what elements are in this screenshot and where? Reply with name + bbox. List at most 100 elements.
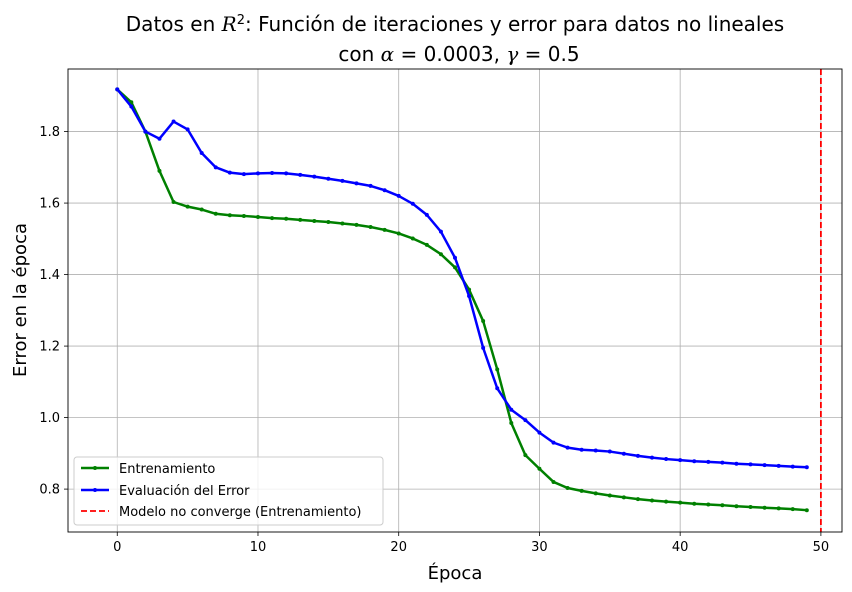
series-0-point-47: [776, 506, 781, 511]
series-1-point-13: [298, 172, 303, 177]
x-tick-label-20: 20: [390, 540, 407, 555]
series-0-point-10: [255, 215, 260, 220]
series-1-point-42: [706, 459, 711, 464]
series-0-point-42: [706, 502, 711, 507]
series-1-point-34: [593, 448, 598, 453]
series-0-point-32: [565, 486, 570, 491]
y-tick-label-4: 1.6: [39, 197, 60, 212]
series-1-point-43: [720, 460, 725, 465]
chart-title-line1: Datos en R2: Función de iteraciones y er…: [126, 12, 784, 36]
series-1-point-7: [213, 165, 218, 170]
series-1-point-4: [171, 119, 176, 124]
series-1-point-32: [565, 445, 570, 450]
series-0-point-13: [298, 217, 303, 222]
series-1-point-17: [354, 181, 359, 186]
legend-item-evaluacion: Evaluación del Error: [81, 484, 250, 499]
series-1-point-36: [621, 451, 626, 456]
series-0-point-29: [523, 453, 528, 458]
series-0-point-27: [495, 367, 500, 372]
series-1-point-18: [368, 183, 373, 188]
series-layer: [115, 69, 822, 532]
series-0-point-41: [692, 501, 697, 506]
series-1-point-8: [227, 170, 232, 175]
series-1-point-47: [776, 463, 781, 468]
series-0-point-9: [241, 213, 246, 218]
series-1-point-39: [664, 457, 669, 462]
x-tick-label-30: 30: [531, 540, 548, 555]
series-1-point-49: [804, 465, 809, 470]
series-0-point-33: [579, 488, 584, 493]
series-1-point-21: [410, 201, 415, 206]
legend-marker-entrenamiento: [93, 466, 97, 470]
x-tick-label-0: 0: [113, 540, 121, 555]
series-0-point-49: [804, 508, 809, 513]
series-0-point-36: [621, 495, 626, 500]
series-1-point-44: [734, 461, 739, 466]
series-1-point-0: [115, 87, 120, 92]
series-0-point-7: [213, 211, 218, 216]
series-0-point-24: [453, 265, 457, 270]
series-0-point-45: [748, 504, 753, 509]
series-0-point-15: [326, 220, 331, 225]
series-1-point-30: [537, 430, 542, 435]
series-1-point-29: [523, 418, 528, 423]
series-1-point-14: [312, 174, 317, 179]
x-tick-label-40: 40: [672, 540, 689, 555]
series-1-point-1: [129, 104, 134, 109]
series-0-point-5: [185, 204, 190, 209]
legend: Entrenamiento Evaluación del Error Model…: [73, 456, 384, 526]
series-1-point-40: [678, 458, 683, 463]
series-0-point-39: [664, 499, 669, 504]
series-0-point-14: [312, 218, 317, 223]
series-0-point-48: [790, 507, 795, 512]
series-0-point-44: [734, 504, 739, 509]
series-1-point-28: [509, 407, 514, 412]
series-0-point-28: [509, 420, 514, 425]
series-0-point-20: [396, 231, 401, 236]
y-tick-label-2: 1.2: [39, 340, 60, 355]
series-0-point-46: [762, 505, 767, 510]
series-0-point-31: [551, 479, 556, 484]
series-1-point-11: [270, 171, 275, 176]
series-1-point-16: [340, 178, 345, 183]
series-0-point-16: [340, 221, 345, 226]
series-1-point-2: [143, 129, 148, 134]
series-1-point-27: [495, 386, 500, 391]
legend-item-no-converge: Modelo no converge (Entrenamiento): [81, 505, 362, 520]
series-0-point-35: [607, 493, 612, 498]
series-0-point-22: [424, 242, 429, 247]
series-0-point-3: [157, 168, 162, 173]
series-0-point-43: [720, 503, 725, 508]
legend-label-no-converge: Modelo no converge (Entrenamiento): [119, 505, 362, 520]
series-1-point-23: [438, 229, 443, 234]
series-1-point-9: [241, 172, 246, 177]
series-1-point-38: [650, 455, 655, 460]
series-1-point-35: [607, 449, 612, 454]
legend-item-entrenamiento: Entrenamiento: [81, 462, 215, 477]
series-1-point-26: [481, 345, 486, 350]
series-1-point-48: [790, 464, 795, 469]
x-tick-label-10: 10: [250, 540, 267, 555]
series-1-point-37: [635, 453, 640, 458]
y-axis-label: Error en la época: [10, 223, 31, 377]
series-1-point-41: [692, 459, 697, 464]
series-0-point-37: [635, 497, 640, 502]
chart-title-line2: con α = 0.0003, γ = 0.5: [338, 42, 579, 66]
series-1-point-31: [551, 440, 556, 445]
legend-marker-evaluacion: [93, 488, 97, 492]
series-0-point-11: [270, 216, 275, 221]
series-0-point-34: [593, 491, 598, 496]
series-0-point-19: [382, 227, 387, 232]
legend-label-evaluacion: Evaluación del Error: [119, 484, 250, 499]
series-1-point-3: [157, 136, 162, 141]
series-1-point-5: [185, 127, 190, 132]
y-tick-label-1: 1.0: [39, 411, 60, 426]
series-0-point-17: [354, 222, 359, 227]
series-0-point-6: [199, 207, 204, 212]
series-1-point-10: [255, 171, 260, 176]
series-0-point-26: [481, 319, 486, 324]
series-1-point-6: [199, 151, 204, 156]
series-0-point-4: [171, 200, 176, 204]
series-0-point-30: [537, 466, 542, 471]
series-0-point-18: [368, 225, 373, 230]
